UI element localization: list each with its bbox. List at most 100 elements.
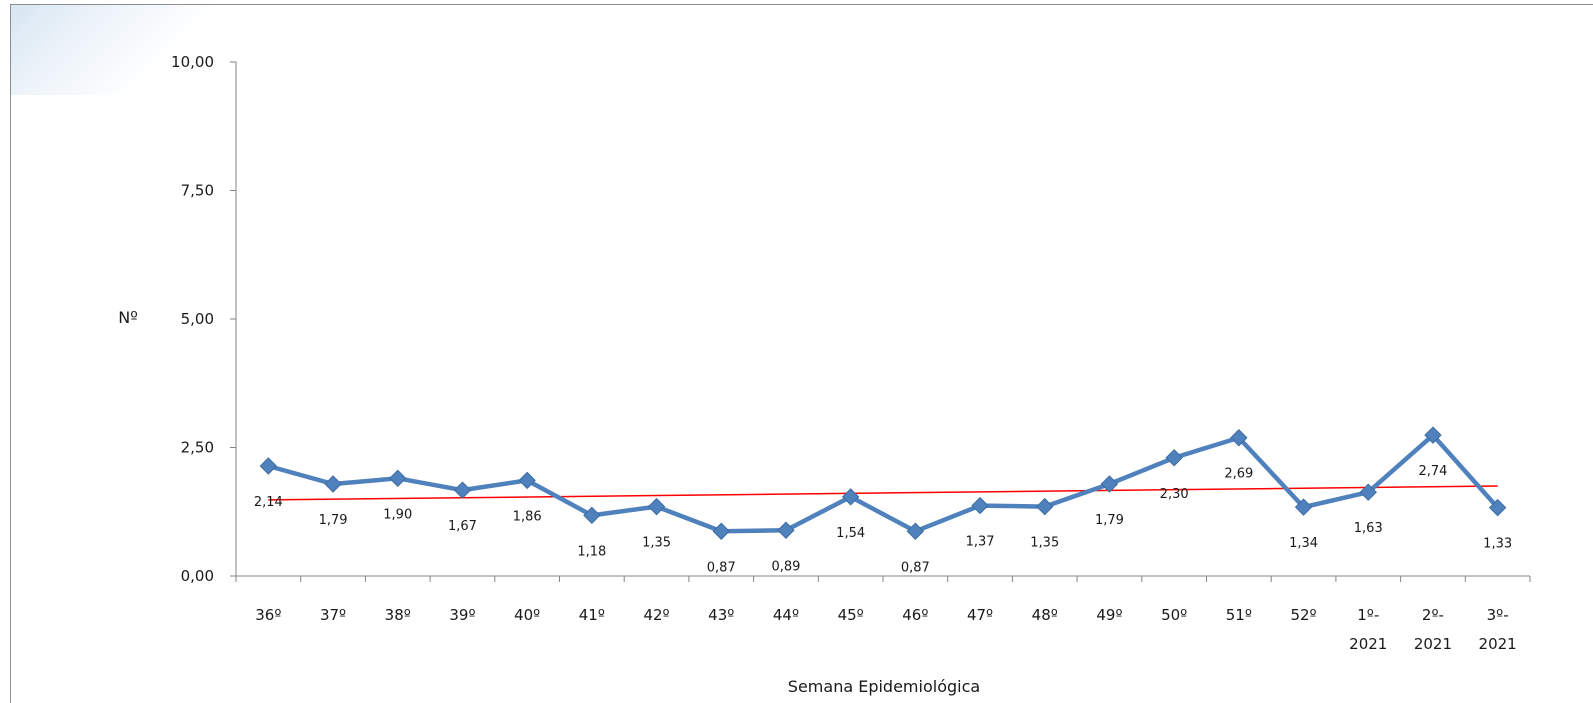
data-point-marker	[1424, 426, 1442, 444]
x-tick-label: 51º	[1226, 606, 1252, 624]
x-tick-label-line: 51º	[1226, 606, 1252, 624]
data-label: 1,86	[513, 509, 542, 524]
x-tick-label-line: 43º	[708, 606, 734, 624]
x-tick-label: 39º	[449, 606, 475, 624]
y-axis: 0,00 2,50 5,00 7,50 10,00	[171, 53, 237, 585]
trendline	[268, 485, 1498, 501]
x-tick-label: 2º- 2021	[1414, 606, 1452, 653]
data-label: 1,79	[319, 513, 348, 528]
data-point-marker	[1100, 475, 1119, 493]
y-tick-label: 2,50	[181, 439, 214, 457]
y-tick-label: 7,50	[181, 182, 214, 200]
x-tick-label: 36º	[255, 606, 281, 624]
data-label: 1,79	[1095, 513, 1124, 528]
x-tick-label: 42º	[643, 606, 669, 624]
x-tick-label-line: 45º	[838, 606, 864, 624]
data-label: 1,67	[448, 519, 477, 534]
x-tick-label-line: 1º-	[1357, 606, 1379, 624]
data-point-marker	[712, 522, 730, 540]
data-label: 2,69	[1224, 467, 1253, 482]
data-label: 1,54	[836, 526, 865, 541]
x-tick-label: 38º	[385, 606, 411, 624]
data-point-marker	[777, 521, 795, 539]
x-tick-label-line: 52º	[1290, 606, 1316, 624]
x-tick-label: 43º	[708, 606, 734, 624]
trendline-group	[268, 485, 1498, 501]
x-tick-label-line: 50º	[1161, 606, 1187, 624]
series-group	[259, 426, 1507, 540]
x-tick-label-line: 49º	[1096, 606, 1122, 624]
data-label: 2,14	[254, 495, 283, 510]
x-tick-label: 47º	[967, 606, 993, 624]
data-point-marker	[389, 469, 407, 488]
x-tick-label-line: 2021	[1414, 635, 1452, 653]
x-tick-label-line: 40º	[514, 606, 540, 624]
y-tick-label: 5,00	[181, 310, 214, 328]
series-line	[267, 432, 1500, 534]
data-label: 1,35	[1030, 536, 1059, 551]
x-tick-label: 45º	[838, 606, 864, 624]
x-tick-label-line: 2021	[1479, 635, 1517, 653]
data-label: 1,18	[577, 544, 606, 559]
data-label: 1,63	[1354, 521, 1383, 536]
x-tick-label: 1º- 2021	[1349, 606, 1387, 653]
x-axis: 36º 37º 38º 39º 40º 41º 42º 43º 44º 45º 46º 47º 48º 4…	[235, 575, 1531, 653]
x-tick-label: 37º	[320, 606, 346, 624]
data-point-marker	[259, 457, 278, 475]
data-point-marker	[518, 471, 536, 490]
x-tick-label-line: 47º	[967, 606, 993, 624]
x-tick-label: 3º- 2021	[1479, 606, 1517, 653]
x-tick-label-line: 37º	[320, 606, 346, 624]
data-point-marker	[1036, 497, 1054, 516]
data-point-marker	[1165, 449, 1183, 467]
chart-frame	[10, 4, 1593, 703]
x-tick-label-line: 3º-	[1487, 606, 1509, 624]
x-tick-label: 48º	[1032, 606, 1058, 624]
data-point-marker	[1230, 429, 1248, 447]
x-tick-label: 44º	[773, 606, 799, 624]
x-tick-label: 50º	[1161, 606, 1187, 624]
x-tick-label-line: 41º	[579, 606, 605, 624]
data-point-marker	[1294, 498, 1313, 516]
y-tick-label: 10,00	[171, 53, 214, 71]
data-point-marker	[906, 522, 925, 540]
x-tick-label-line: 42º	[643, 606, 669, 624]
x-tick-label-line: 2º-	[1422, 606, 1444, 624]
data-label: 1,37	[966, 535, 995, 550]
corner-shade	[11, 5, 221, 95]
x-tick-label: 46º	[902, 606, 928, 624]
data-label: 2,30	[1160, 487, 1189, 502]
data-point-marker	[1488, 498, 1507, 517]
data-label: 1,33	[1483, 537, 1512, 552]
x-axis-title: Semana Epidemiológica	[788, 677, 980, 696]
x-tick-label-line: 39º	[449, 606, 475, 624]
data-label: 1,34	[1289, 536, 1318, 551]
data-label: 0,87	[707, 560, 736, 575]
data-point-marker	[583, 506, 601, 525]
x-tick-label-line: 48º	[1032, 606, 1058, 624]
x-tick-label-line: 2021	[1349, 635, 1387, 653]
y-axis-title: Nº	[118, 308, 138, 327]
data-point-marker	[647, 497, 666, 516]
data-label: 0,89	[771, 559, 800, 574]
data-point-marker	[453, 481, 472, 499]
x-tick-label: 49º	[1096, 606, 1122, 624]
data-labels-group: 2,14 1,79 1,90 1,67 1,86 1,18 1,35 0,87 0,89 1,54…	[254, 464, 1512, 575]
data-label: 1,90	[383, 507, 412, 522]
data-point-marker	[1359, 483, 1377, 501]
x-tick-label-line: 38º	[385, 606, 411, 624]
data-point-marker	[324, 475, 342, 493]
data-point-marker	[841, 488, 860, 506]
x-tick-label: 40º	[514, 606, 540, 624]
data-label: 2,74	[1418, 464, 1447, 479]
x-tick-label-line: 46º	[902, 606, 928, 624]
x-tick-label-line: 44º	[773, 606, 799, 624]
y-tick-label: 0,00	[181, 567, 214, 585]
x-tick-label: 41º	[579, 606, 605, 624]
data-point-marker	[971, 496, 989, 515]
x-tick-label: 52º	[1290, 606, 1316, 624]
x-tick-label-line: 36º	[255, 606, 281, 624]
data-label: 0,87	[901, 560, 930, 575]
data-label: 1,35	[642, 536, 671, 551]
